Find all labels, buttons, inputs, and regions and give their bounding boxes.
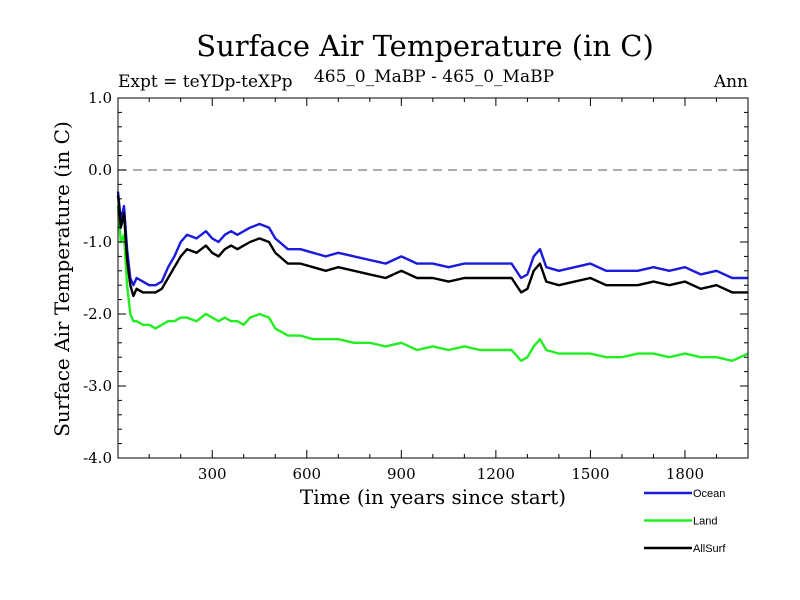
chart-title: Surface Air Temperature (in C) <box>196 29 654 63</box>
series-ocean-line <box>116 191 748 287</box>
legend-label-allsurf: AllSurf <box>693 543 726 555</box>
y-tick-label: -4.0 <box>83 449 112 467</box>
x-tick-label: 1800 <box>666 465 704 483</box>
x-tick-label: 300 <box>198 465 227 483</box>
series-layer <box>116 191 749 362</box>
experiment-label: Expt = teYDp-teXPp <box>118 72 293 92</box>
y-tick-label: 1.0 <box>88 89 112 107</box>
series-allsurf-line <box>116 195 748 298</box>
legend: Ocean Land AllSurf <box>644 488 726 555</box>
y-tick-label: -1.0 <box>83 233 112 251</box>
y-tick-label: 0.0 <box>88 161 112 179</box>
y-axis-label: Surface Air Temperature (in C) <box>50 121 74 437</box>
legend-label-ocean: Ocean <box>693 488 725 500</box>
series-land-line <box>116 205 749 362</box>
period-label: 465_0_MaBP - 465_0_MaBP <box>314 67 554 87</box>
x-tick-label: 900 <box>387 465 416 483</box>
ticks-layer: 300 600 900 1200 1500 1800 1.0 0.0 -1.0 -2.0 -3.0 -… <box>83 89 748 483</box>
season-label: Ann <box>713 72 748 92</box>
x-tick-label: 1500 <box>571 465 609 483</box>
y-tick-label: -3.0 <box>83 377 112 395</box>
y-tick-label: -2.0 <box>83 305 112 323</box>
x-tick-label: 600 <box>292 465 321 483</box>
legend-label-land: Land <box>693 516 717 528</box>
x-tick-label: 1200 <box>477 465 515 483</box>
x-axis-label: Time (in years since start) <box>300 485 566 509</box>
